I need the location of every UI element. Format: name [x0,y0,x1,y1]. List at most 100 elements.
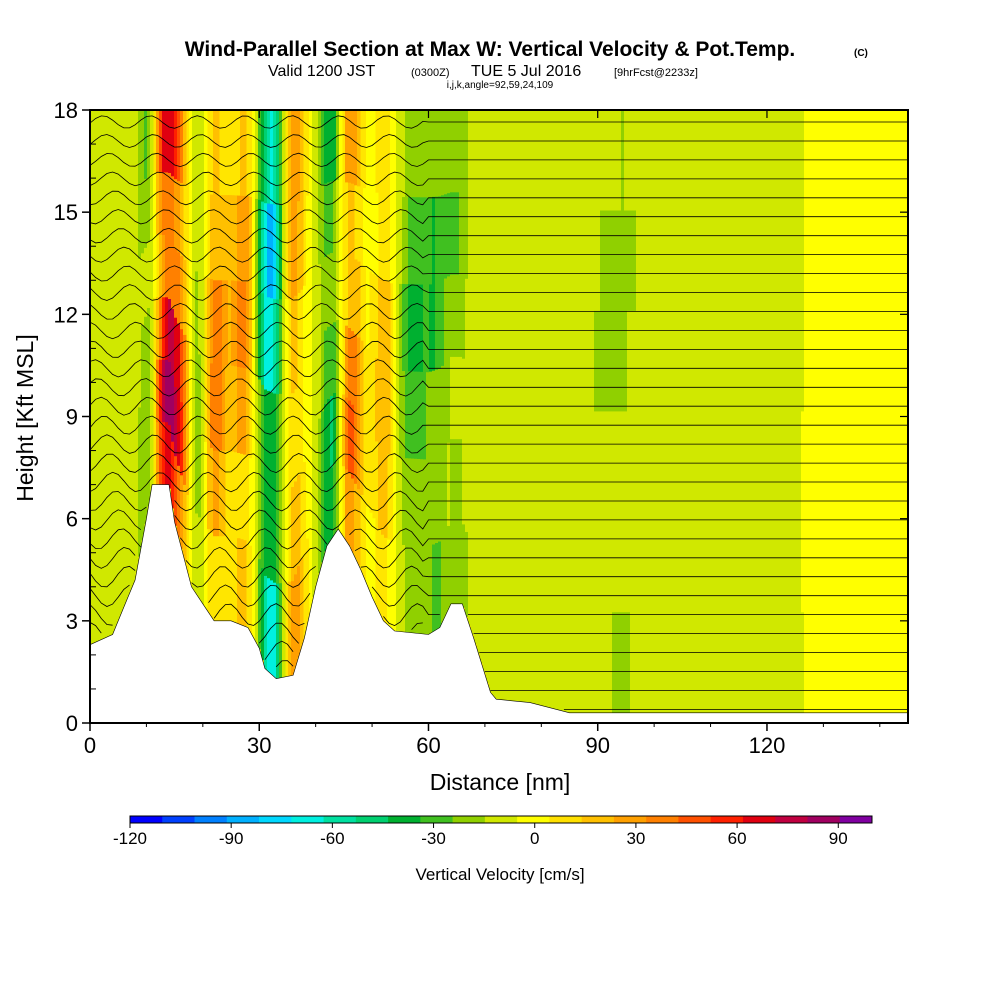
velocity-cell [144,316,148,387]
velocity-cell [243,282,247,369]
velocity-cell [414,110,418,198]
velocity-cell [519,208,523,308]
velocity-cell [732,110,736,211]
velocity-cell [816,411,820,513]
velocity-cell [636,411,640,513]
velocity-cell [294,574,298,668]
velocity-cell [849,210,853,312]
velocity-cell [189,346,193,426]
velocity-cell [756,511,760,613]
velocity-cell [837,511,841,613]
velocity-cell [609,210,613,312]
velocity-cell [678,511,682,613]
velocity-cell [858,210,862,312]
velocity-cell [573,310,577,412]
velocity-cell [282,582,286,678]
colorbar-swatch [613,816,647,823]
velocity-cell [609,110,613,211]
velocity-cell [159,422,163,486]
velocity-cell [93,198,97,289]
velocity-cell [837,110,841,211]
velocity-cell [702,110,706,211]
velocity-cell [606,210,610,312]
velocity-cell [384,451,388,538]
velocity-cell [450,521,454,605]
velocity-cell [510,602,514,702]
velocity-cell [681,210,685,312]
velocity-cell [96,552,100,642]
velocity-cell [858,612,862,714]
velocity-cell [867,310,871,412]
velocity-cell [333,463,337,535]
velocity-cell [711,612,715,714]
velocity-cell [705,612,709,714]
velocity-cell [843,310,847,412]
velocity-cell [330,396,334,468]
velocity-cell [114,196,118,283]
velocity-cell [273,582,277,678]
theta-contour [264,640,908,660]
velocity-cell [786,612,790,714]
velocity-cell [171,441,175,509]
velocity-cell [411,110,415,198]
velocity-cell [558,210,562,311]
theta-contour [90,603,908,627]
velocity-cell [213,195,217,281]
velocity-cell [117,365,121,451]
velocity-cell [864,110,868,211]
colorbar-tick-label: 0 [530,829,539,848]
velocity-cell [126,517,130,599]
velocity-cell [873,310,877,412]
velocity-cell [651,411,655,513]
velocity-cell [561,110,565,211]
y-tick-label: 9 [66,405,78,430]
velocity-cell [120,277,124,362]
velocity-cell [603,310,607,412]
velocity-cell [717,110,721,211]
velocity-cell [444,362,448,448]
velocity-cell [324,404,328,479]
velocity-cell [339,180,343,252]
velocity-cell [384,366,388,453]
velocity-cell [801,110,805,211]
velocity-cell [834,612,838,714]
velocity-cell [132,110,136,190]
velocity-cell [723,511,727,613]
velocity-cell [618,411,622,513]
colorbar-swatch [517,816,550,823]
velocity-cell [867,411,871,513]
colorbar-swatch [678,816,712,823]
velocity-cell [810,310,814,412]
velocity-cell [678,110,682,211]
velocity-cell [312,110,316,192]
velocity-cell [624,210,628,312]
velocity-cell [273,299,277,395]
velocity-cell [900,511,904,613]
velocity-cell [804,411,808,513]
velocity-cell [657,612,661,714]
velocity-cell [477,291,481,383]
velocity-cell [396,110,400,198]
velocity-cell [513,307,517,406]
velocity-cell [516,307,520,407]
velocity-cell [348,110,352,184]
velocity-cell [228,365,232,451]
velocity-cell [852,210,856,312]
velocity-cell [291,487,295,582]
velocity-cell [897,110,901,211]
velocity-cell [870,411,874,513]
x-tick-label: 90 [585,733,609,758]
velocity-cell [642,612,646,714]
velocity-cell [759,411,763,513]
theta-contour [90,321,908,340]
velocity-cell [594,210,598,312]
velocity-cell [555,209,559,311]
velocity-cell [900,110,904,211]
velocity-cell [612,310,616,412]
velocity-cell [831,310,835,412]
velocity-cell [246,196,250,283]
velocity-cell [330,181,334,254]
velocity-cell [198,191,202,274]
velocity-cell [822,210,826,312]
velocity-cell [627,310,631,412]
